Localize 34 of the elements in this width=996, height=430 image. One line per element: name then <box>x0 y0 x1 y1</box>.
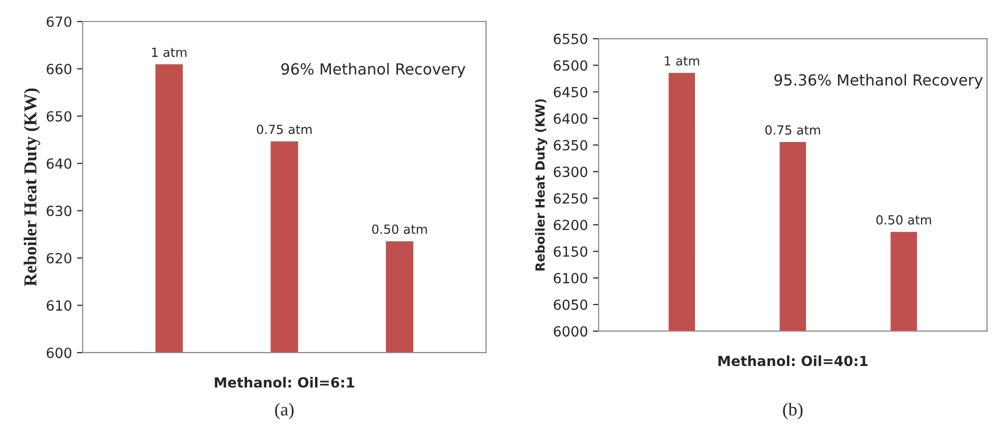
x-axis-title: Methanol: Oil=6:1 <box>214 376 354 388</box>
x-axis-title: Methanol: Oil=40:1 <box>718 355 868 366</box>
y-tick-label: 630 <box>46 206 72 216</box>
annotation: 1 atm <box>664 56 700 66</box>
y-axis-title: Reboiler Heat Duty (KW) <box>24 88 40 286</box>
y-tick-label: 6100 <box>554 272 588 284</box>
y-tick-label: 6200 <box>554 220 588 230</box>
y-tick-label: 6550 <box>554 34 588 44</box>
y-tick-label: 670 <box>46 16 72 27</box>
text: (b) <box>783 402 803 420</box>
text: (a) <box>275 402 294 420</box>
y-tick-label: 6050 <box>554 299 588 310</box>
annotation: 95.36% Methanol Recovery <box>774 74 983 89</box>
annotation: 0.75 atm <box>765 125 820 135</box>
y-tick-label: 650 <box>46 111 72 122</box>
y-axis-title: Reboiler Heat Duty (KW) <box>535 99 548 271</box>
annotation: 0.50 atm <box>876 215 932 225</box>
y-tick-label: 6450 <box>554 86 588 98</box>
y-tick-label: 6150 <box>554 246 588 257</box>
y-tick-label: 660 <box>46 64 72 74</box>
annotation: 0.75 atm <box>256 124 312 134</box>
y-tick-label: 6000 <box>554 326 588 337</box>
y-tick-label: 6500 <box>554 60 588 71</box>
y-tick-label: 6250 <box>554 193 588 204</box>
annotation: 96% Methanol Recovery <box>281 62 466 78</box>
y-tick-label: 600 <box>46 348 72 358</box>
annotation: 0.50 atm <box>372 224 427 234</box>
y-tick-label: 6400 <box>554 113 588 124</box>
y-tick-label: 620 <box>46 252 72 264</box>
y-tick-label: 6350 <box>554 140 588 150</box>
annotation: 1 atm <box>152 48 186 58</box>
y-tick-label: 640 <box>46 158 72 169</box>
y-tick-label: 6300 <box>554 166 588 178</box>
y-tick-label: 610 <box>46 300 72 311</box>
